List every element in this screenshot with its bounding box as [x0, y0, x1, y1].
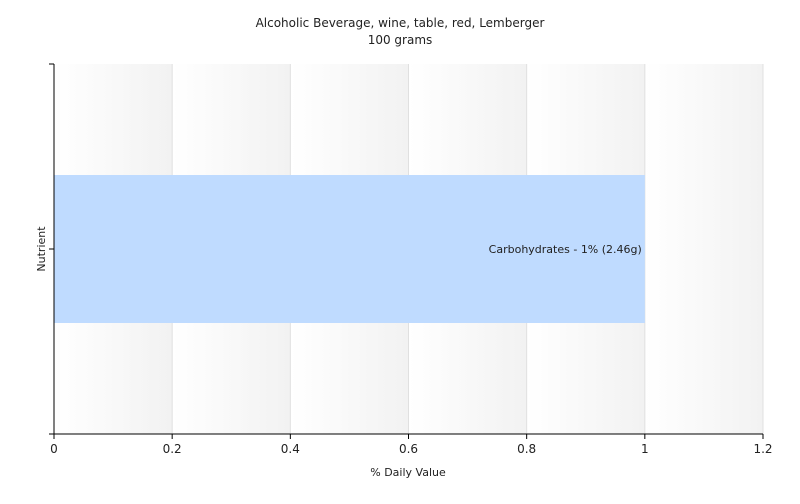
data-labels: Carbohydrates - 1% (2.46g) [489, 243, 642, 256]
chart-title: Alcoholic Beverage, wine, table, red, Le… [256, 16, 545, 30]
bars [54, 175, 645, 323]
x-tick-label: 0.2 [163, 442, 182, 456]
data-label: Carbohydrates - 1% (2.46g) [489, 243, 642, 256]
y-axis-label: Nutrient [35, 226, 48, 272]
x-tick-label: 0 [50, 442, 58, 456]
bar-carbohydrates [54, 175, 645, 323]
x-tick-label: 0.8 [517, 442, 536, 456]
x-tick-label: 0.4 [281, 442, 300, 456]
x-tick-label: 1.2 [753, 442, 772, 456]
x-ticks: 0 0.2 0.4 0.6 0.8 1 1.2 [50, 434, 773, 456]
x-axis-label: % Daily Value [370, 466, 446, 479]
chart-subtitle: 100 grams [368, 33, 433, 47]
x-tick-label: 1 [641, 442, 649, 456]
plot-band [644, 64, 763, 434]
x-tick-label: 0.6 [399, 442, 418, 456]
